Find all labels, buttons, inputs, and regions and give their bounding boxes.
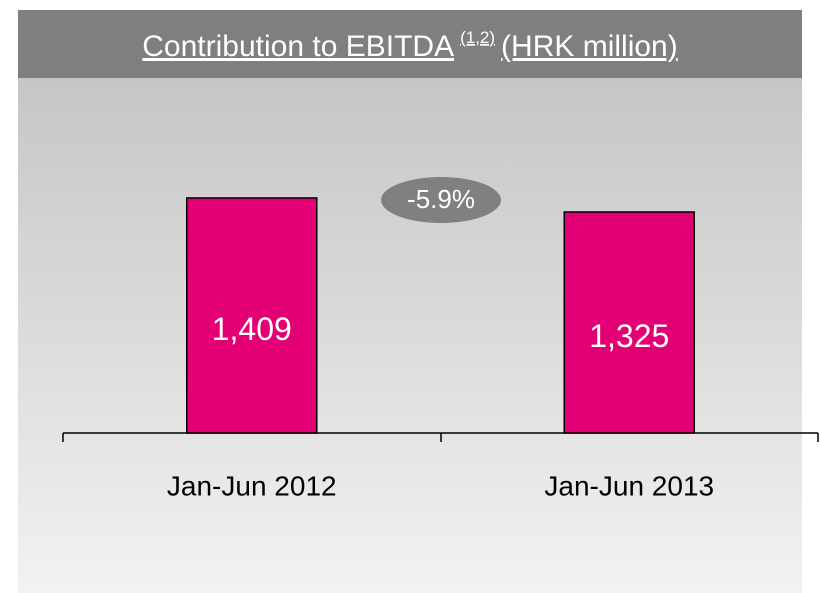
title-suffix: (HRK million) bbox=[501, 30, 678, 63]
value-label: 1,409 bbox=[212, 311, 292, 347]
x-tick-label: Jan-Jun 2012 bbox=[167, 470, 337, 501]
annotation: -5.9% bbox=[407, 184, 475, 214]
bar bbox=[563, 211, 695, 434]
value-label: 1,325 bbox=[589, 318, 669, 354]
x-tick-label: Jan-Jun 2013 bbox=[544, 470, 714, 501]
title-main: Contribution to EBITDA bbox=[142, 30, 454, 63]
header bbox=[18, 10, 802, 78]
annotation-badge bbox=[381, 177, 501, 223]
bar bbox=[186, 197, 318, 434]
chart-title: Contribution to EBITDA (1,2) (HRK million) bbox=[142, 28, 677, 62]
title-superscript: (1,2) bbox=[460, 28, 495, 47]
